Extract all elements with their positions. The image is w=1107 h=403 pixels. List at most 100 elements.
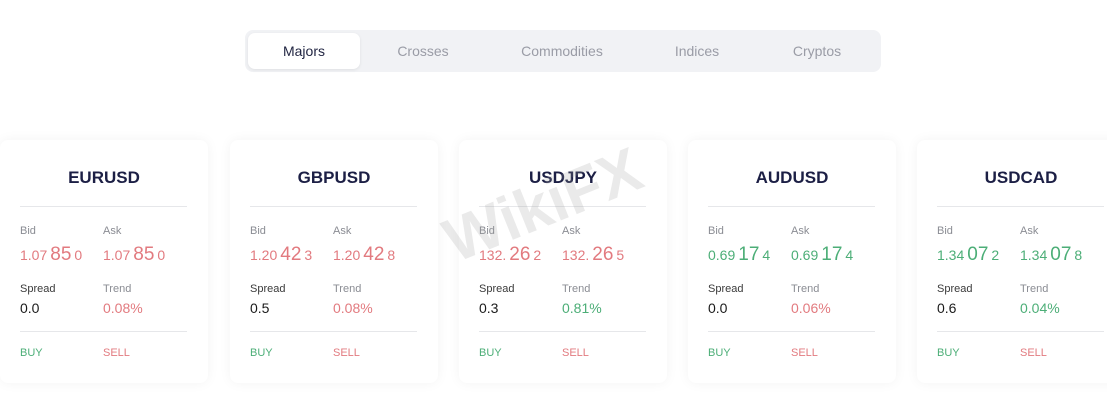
tab-crosses[interactable]: Crosses xyxy=(397,43,449,59)
trend-value: 0.08% xyxy=(103,300,143,316)
ask-label: Ask xyxy=(562,225,581,237)
bid-price: 0.69 17 4 xyxy=(708,244,770,266)
bid-price-fraction: 2 xyxy=(991,247,1000,263)
divider xyxy=(250,331,417,332)
bid-price: 1.34 07 2 xyxy=(937,244,999,266)
divider xyxy=(937,331,1104,332)
sell-button[interactable]: SELL xyxy=(333,347,360,359)
bid-price-prefix: 132. xyxy=(479,247,507,263)
buy-button[interactable]: BUY xyxy=(708,347,731,359)
ask-price-pips: 07 xyxy=(1050,244,1072,265)
ask-price-prefix: 0.69 xyxy=(791,247,819,263)
symbol-title: USDCAD xyxy=(984,168,1058,187)
symbol-title: AUDUSD xyxy=(755,168,829,187)
bid-price-pips: 85 xyxy=(50,244,72,265)
ask-label: Ask xyxy=(333,225,352,237)
divider xyxy=(20,331,187,332)
bid-label: Bid xyxy=(708,225,724,237)
ask-label: Ask xyxy=(103,225,122,237)
bid-price: 1.20 42 3 xyxy=(250,244,312,266)
trend-value: 0.06% xyxy=(791,300,831,316)
ask-price-pips: 26 xyxy=(592,244,614,265)
ask-price: 1.07 85 0 xyxy=(103,244,165,266)
symbol-title: EURUSD xyxy=(68,168,140,187)
bid-price-prefix: 1.20 xyxy=(250,247,278,263)
divider xyxy=(708,206,875,207)
instrument-card-usdjpy: USDJPY Bid Ask 132. 26 2 132. 26 5 Spread Tre… xyxy=(459,140,667,383)
buy-button[interactable]: BUY xyxy=(250,347,273,359)
ask-price-pips: 17 xyxy=(821,244,843,265)
symbol-title: USDJPY xyxy=(528,168,598,187)
sell-button[interactable]: SELL xyxy=(1020,347,1047,359)
bid-price-pips: 07 xyxy=(967,244,989,265)
instrument-card-eurusd: EURUSD Bid Ask 1.07 85 0 1.07 85 0 Spread Tre… xyxy=(0,140,208,383)
bid-label: Bid xyxy=(20,225,36,237)
divider xyxy=(20,206,187,207)
buy-button[interactable]: BUY xyxy=(937,347,960,359)
bid-label: Bid xyxy=(479,225,495,237)
trend-label: Trend xyxy=(333,283,362,295)
ask-price-fraction: 0 xyxy=(157,247,166,263)
ask-price-prefix: 132. xyxy=(562,247,590,263)
trend-label: Trend xyxy=(103,283,132,295)
bid-price-fraction: 4 xyxy=(762,247,771,263)
instrument-card-gbpusd: GBPUSD Bid Ask 1.20 42 3 1.20 42 8 Spread Tre… xyxy=(230,140,438,383)
bid-price-pips: 42 xyxy=(280,244,302,265)
market-tabs: Majors Crosses Commodities Indices Cryptos xyxy=(245,30,881,72)
spread-value: 0.3 xyxy=(479,300,499,316)
bid-price-prefix: 1.07 xyxy=(20,247,48,263)
tab-commodities[interactable]: Commodities xyxy=(521,43,603,59)
ask-price-fraction: 4 xyxy=(845,247,854,263)
bid-price-fraction: 0 xyxy=(74,247,83,263)
bid-price-pips: 17 xyxy=(738,244,760,265)
ask-price-fraction: 8 xyxy=(387,247,396,263)
trend-label: Trend xyxy=(791,283,820,295)
spread-value: 0.6 xyxy=(937,300,957,316)
ask-price-fraction: 8 xyxy=(1074,247,1083,263)
sell-button[interactable]: SELL xyxy=(103,347,130,359)
spread-label: Spread xyxy=(937,283,973,295)
sell-button[interactable]: SELL xyxy=(791,347,818,359)
bid-price-fraction: 3 xyxy=(304,247,313,263)
spread-label: Spread xyxy=(250,283,286,295)
divider xyxy=(708,331,875,332)
instrument-card-usdcad: USDCAD Bid Ask 1.34 07 2 1.34 07 8 Spread Tre… xyxy=(917,140,1107,383)
bid-price-pips: 26 xyxy=(509,244,531,265)
spread-label: Spread xyxy=(479,283,515,295)
spread-label: Spread xyxy=(20,283,56,295)
trend-value: 0.81% xyxy=(562,300,602,316)
tab-majors[interactable]: Majors xyxy=(248,33,360,69)
bid-label: Bid xyxy=(937,225,953,237)
ask-price: 1.20 42 8 xyxy=(333,244,395,266)
bid-price: 132. 26 2 xyxy=(479,244,541,266)
tab-cryptos[interactable]: Cryptos xyxy=(792,43,842,59)
ask-price-pips: 85 xyxy=(133,244,155,265)
bid-price-prefix: 0.69 xyxy=(708,247,736,263)
spread-value: 0.0 xyxy=(708,300,728,316)
tab-indices[interactable]: Indices xyxy=(674,43,720,59)
divider xyxy=(479,206,646,207)
ask-price-pips: 42 xyxy=(363,244,385,265)
sell-button[interactable]: SELL xyxy=(562,347,589,359)
trend-value: 0.04% xyxy=(1020,300,1060,316)
ask-price-prefix: 1.34 xyxy=(1020,247,1048,263)
buy-button[interactable]: BUY xyxy=(20,347,43,359)
ask-price: 132. 26 5 xyxy=(562,244,624,266)
divider xyxy=(479,331,646,332)
bid-label: Bid xyxy=(250,225,266,237)
spread-label: Spread xyxy=(708,283,744,295)
divider xyxy=(937,206,1104,207)
instrument-card-audusd: AUDUSD Bid Ask 0.69 17 4 0.69 17 4 Spread Tre… xyxy=(688,140,896,383)
buy-button[interactable]: BUY xyxy=(479,347,502,359)
bid-price: 1.07 85 0 xyxy=(20,244,82,266)
bid-price-prefix: 1.34 xyxy=(937,247,965,263)
ask-price-prefix: 1.07 xyxy=(103,247,131,263)
divider xyxy=(250,206,417,207)
bid-price-fraction: 2 xyxy=(533,247,542,263)
trend-label: Trend xyxy=(1020,283,1049,295)
ask-price: 1.34 07 8 xyxy=(1020,244,1082,266)
trend-value: 0.08% xyxy=(333,300,373,316)
symbol-title: GBPUSD xyxy=(297,168,371,187)
ask-label: Ask xyxy=(1020,225,1039,237)
ask-price-prefix: 1.20 xyxy=(333,247,361,263)
